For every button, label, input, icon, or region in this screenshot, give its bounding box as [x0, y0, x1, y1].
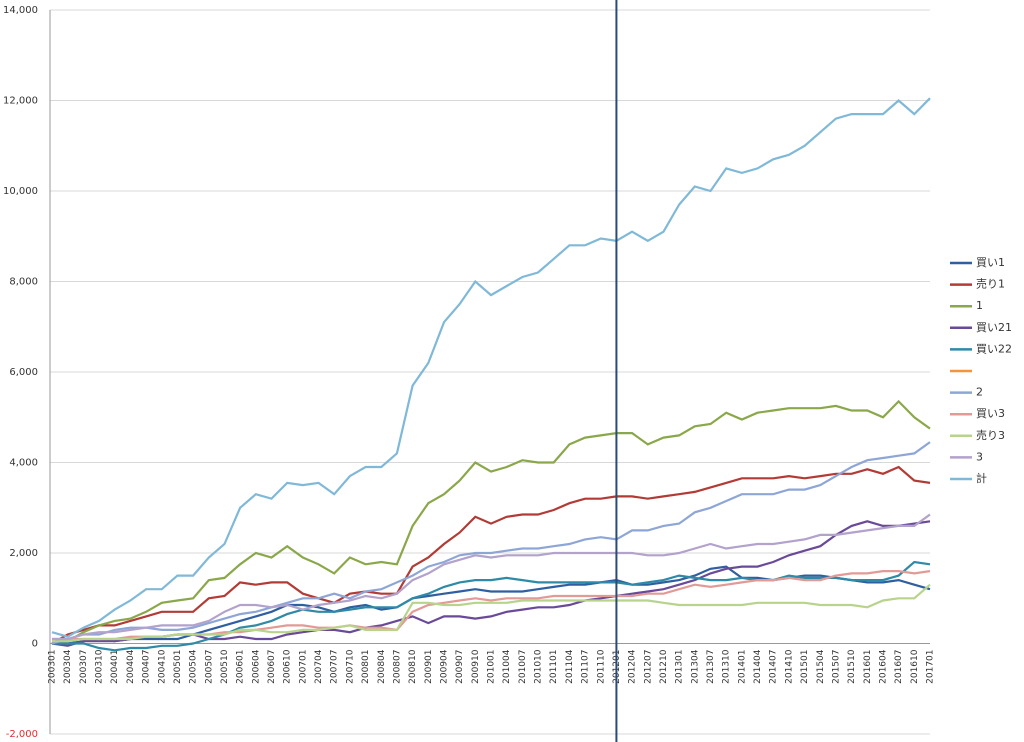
series-line — [51, 399, 931, 645]
x-tick-label: 200407 — [142, 650, 152, 684]
x-tick-label: 200507 — [204, 650, 214, 684]
x-tick-label: 201410 — [784, 649, 794, 684]
x-tick-label: 200401 — [110, 650, 120, 684]
x-tick-label: 201507 — [831, 650, 841, 684]
x-tick-label: 200701 — [298, 650, 308, 684]
x-tick-label: 201604 — [878, 649, 888, 684]
x-tick-label: 200707 — [330, 650, 340, 684]
x-tick-label: 201701 — [926, 650, 936, 684]
y-tick-label: 0 — [32, 639, 38, 650]
x-tick-label: 200804 — [377, 649, 387, 684]
x-tick-label: 201001 — [487, 650, 497, 684]
x-tick-label: 201307 — [706, 650, 716, 684]
series-line — [52, 560, 931, 652]
x-tick-label: 201207 — [643, 650, 653, 684]
x-tick-label: 200704 — [314, 649, 324, 684]
legend-label: 2 — [976, 386, 983, 399]
x-tick-label: 201004 — [502, 649, 512, 684]
x-tick-label: 200810 — [408, 649, 418, 684]
series-line — [52, 513, 931, 641]
x-tick-label: 201110 — [596, 649, 606, 684]
legend: 買い1 売り1 1 買い21 買い22 2 買い3 売り3 3 計 — [950, 256, 1012, 485]
series-line — [51, 520, 931, 647]
x-tick-label: 201610 — [910, 649, 920, 684]
x-tick-label: 200710 — [345, 649, 355, 684]
x-tick-label: 201301 — [675, 650, 685, 684]
x-tick-label: 201404 — [753, 649, 763, 684]
x-tick-label: 201601 — [863, 650, 873, 684]
x-tick-label: 200807 — [392, 650, 402, 684]
x-tick-label: 200510 — [220, 649, 230, 684]
x-tick-label: 201107 — [581, 650, 591, 684]
x-tick-label: 200501 — [173, 650, 183, 684]
x-tick-label: 200410 — [157, 649, 167, 684]
y-tick-label: 6,000 — [9, 367, 38, 378]
x-tick-label: 200601 — [236, 650, 246, 684]
series-line — [52, 583, 931, 643]
series-line — [51, 97, 931, 638]
legend-label: 買い22 — [976, 342, 1012, 355]
x-tick-label: 200404 — [126, 649, 136, 684]
y-tick-label: 12,000 — [3, 96, 38, 107]
legend-label: 買い1 — [976, 256, 1005, 269]
x-tick-label: 200604 — [251, 649, 261, 684]
x-tick-label: 201210 — [659, 649, 669, 684]
legend-label: 買い3 — [976, 407, 1005, 420]
legend-label: 買い21 — [976, 321, 1012, 334]
x-tick-label: 200504 — [189, 649, 199, 684]
legend-label: 計 — [976, 471, 987, 485]
x-tick-label: 200304 — [63, 649, 73, 684]
legend-label: 3 — [976, 450, 983, 463]
x-tick-label: 201101 — [549, 650, 559, 684]
x-tick-label: 201504 — [816, 649, 826, 684]
legend-label: 売り3 — [976, 429, 1005, 442]
x-tick-label: 201204 — [628, 649, 638, 684]
x-tick-label: 200310 — [95, 649, 105, 684]
x-tick-label: 200301 — [48, 650, 58, 684]
legend-label: 1 — [976, 299, 983, 312]
y-tick-label: 4,000 — [9, 458, 38, 469]
x-tick-label: 201407 — [769, 650, 779, 684]
x-tick-label: 200901 — [424, 650, 434, 684]
x-tick-label: 200910 — [471, 649, 481, 684]
x-tick-label: 200610 — [283, 649, 293, 684]
x-tick-label: 201007 — [518, 650, 528, 684]
y-tick-label: -2,000 — [6, 729, 38, 740]
x-tick-label: 200607 — [267, 650, 277, 684]
x-tick-label: 201104 — [565, 649, 575, 684]
x-tick-label: 200307 — [79, 650, 89, 684]
x-tick-label: 201501 — [800, 650, 810, 684]
legend-label: 売り1 — [976, 278, 1005, 291]
x-tick-label: 200907 — [455, 650, 465, 684]
y-tick-label: 14,000 — [3, 5, 38, 16]
x-tick-label: 200801 — [361, 650, 371, 684]
series-line — [51, 441, 931, 645]
x-tick-label: 201310 — [722, 649, 732, 684]
y-tick-label: 2,000 — [9, 548, 38, 559]
y-tick-label: 10,000 — [3, 186, 38, 197]
x-tick-label: 201304 — [690, 649, 700, 684]
series-line — [51, 465, 931, 645]
x-tick-label: 201607 — [894, 650, 904, 684]
x-tick-label: 200904 — [439, 649, 449, 684]
x-tick-label: 201510 — [847, 649, 857, 684]
x-tick-label: 201010 — [534, 649, 544, 684]
x-tick-label: 201401 — [737, 650, 747, 684]
y-tick-label: 8,000 — [9, 277, 38, 288]
